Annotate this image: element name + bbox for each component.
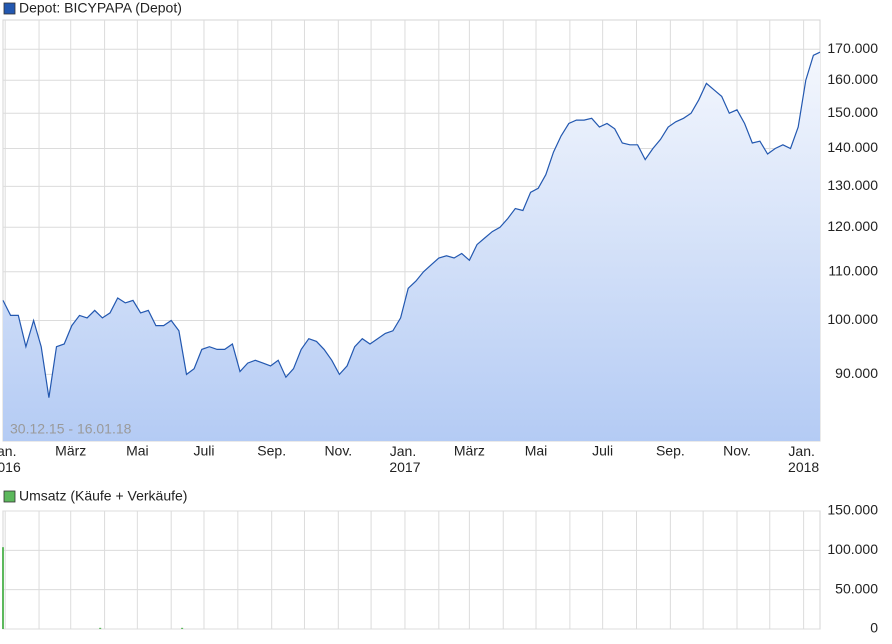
y-tick-label: 120.000 xyxy=(827,218,878,234)
x-tick-label: März xyxy=(454,443,485,459)
y-tick-label: 100.000 xyxy=(827,541,878,557)
x-tick-label: Nov. xyxy=(723,443,751,459)
legend-swatch xyxy=(3,2,16,15)
bar xyxy=(2,547,4,629)
legend-swatch xyxy=(3,490,16,503)
legend-label: Umsatz (Käufe + Verkäufe) xyxy=(19,488,187,504)
x-tick-label: Mai xyxy=(525,443,548,459)
y-tick-label: 90.000 xyxy=(835,365,878,381)
legend-label: Depot: BICYPAPA (Depot) xyxy=(19,0,182,16)
y-tick-label: 150.000 xyxy=(827,502,878,518)
x-tick-label: März xyxy=(55,443,86,459)
y-tick-label: 0 xyxy=(870,620,878,636)
plot-frame xyxy=(2,510,821,630)
date-range-annotation: 30.12.15 - 16.01.18 xyxy=(10,421,132,437)
x-tick-label: Jan. 2016 xyxy=(0,443,21,475)
y-tick-label: 100.000 xyxy=(827,311,878,327)
x-tick-label: Juli xyxy=(193,443,214,459)
y-tick-label: 160.000 xyxy=(827,71,878,87)
x-tick-label: Mai xyxy=(126,443,149,459)
x-tick-label: Jan. 2017 xyxy=(389,443,420,475)
y-tick-label: 150.000 xyxy=(827,104,878,120)
area-fill xyxy=(3,52,820,441)
y-tick-label: 110.000 xyxy=(828,262,878,278)
x-tick-label: Sep. xyxy=(656,443,685,459)
y-tick-label: 140.000 xyxy=(827,139,878,155)
y-tick-label: 50.000 xyxy=(835,580,878,596)
x-tick-label: Nov. xyxy=(324,443,352,459)
bar xyxy=(181,627,184,629)
x-tick-label: Jan. 2018 xyxy=(788,443,819,475)
y-tick-label: 170.000 xyxy=(827,40,878,56)
y-tick-label: 130.000 xyxy=(827,177,878,193)
bar xyxy=(99,627,102,629)
x-tick-label: Sep. xyxy=(257,443,286,459)
series-line xyxy=(2,51,821,398)
x-tick-label: Juli xyxy=(592,443,613,459)
